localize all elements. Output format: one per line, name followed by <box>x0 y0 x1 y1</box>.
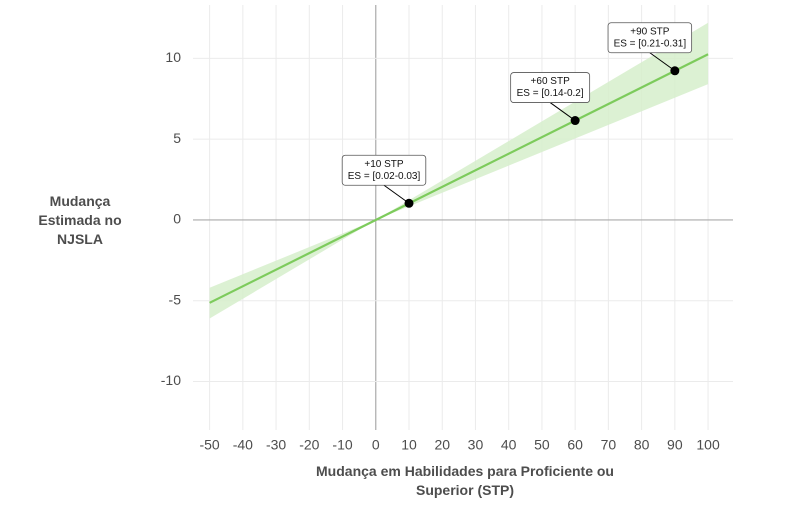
x-tick-label: 10 <box>401 437 417 453</box>
x-tick-label: 90 <box>667 437 683 453</box>
annotation-sublabel: ES = [0.21-0.31] <box>614 38 687 49</box>
x-tick-label: -10 <box>332 437 352 453</box>
x-tick-label: 40 <box>501 437 517 453</box>
x-axis-title: Mudança em Habilidades para Proficiente … <box>316 463 614 498</box>
x-tick-label: -40 <box>233 437 253 453</box>
y-tick-label: 10 <box>165 49 181 65</box>
point <box>670 66 680 76</box>
x-tick-label: -50 <box>199 437 219 453</box>
y-tick-label: 0 <box>173 211 181 227</box>
x-tick-label: 20 <box>434 437 450 453</box>
leader-line <box>649 52 676 72</box>
y-tick-label: -10 <box>161 372 181 388</box>
y-axis-title: Mudança Estimada no NJSLA <box>38 193 122 247</box>
annotation-sublabel: ES = [0.02-0.03] <box>348 171 421 182</box>
x-tick-label: 50 <box>534 437 550 453</box>
annotation-box <box>341 154 427 186</box>
y-tick-label: -5 <box>169 291 182 307</box>
y-tick-label: 5 <box>173 130 181 146</box>
leader-line <box>383 184 410 204</box>
annotation-label: +60 STP <box>531 76 571 87</box>
x-tick-label: 100 <box>696 437 720 453</box>
x-tick-label: 0 <box>372 437 380 453</box>
point <box>404 198 414 208</box>
x-tick-label: 80 <box>634 437 650 453</box>
x-tick-label: -30 <box>266 437 286 453</box>
point <box>570 116 580 126</box>
annotation-sublabel: ES = [0.14-0.2] <box>517 88 584 99</box>
trend-line <box>209 53 709 304</box>
annotation-box <box>510 72 591 103</box>
x-tick-label: 70 <box>601 437 617 453</box>
leader-line <box>549 102 576 121</box>
x-tick-label: -20 <box>299 437 319 453</box>
annotation-label: +90 STP <box>630 26 670 37</box>
annotation-box <box>607 22 693 54</box>
x-tick-label: 30 <box>468 437 484 453</box>
annotation-label: +10 STP <box>364 159 404 170</box>
confidence-band <box>209 22 709 319</box>
x-tick-label: 60 <box>567 437 583 453</box>
